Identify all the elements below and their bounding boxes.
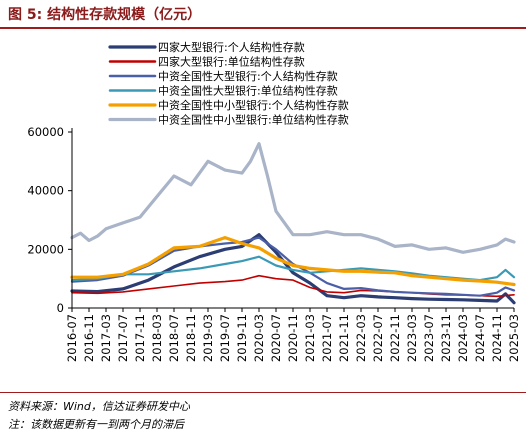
- data-lag-note: 注：该数据更新有一到两个月的滞后: [8, 418, 184, 431]
- legend-label-3: 中资全国性大型银行:个人结构性存款: [158, 69, 338, 83]
- x-tick-label: 2020-11: [286, 314, 300, 362]
- x-tick-label: 2023-07: [422, 314, 436, 362]
- x-tick-label: 2020-07: [269, 314, 283, 362]
- x-tick-label: 2016-11: [82, 314, 96, 362]
- source-note: 资料来源：Wind，信达证券研发中心: [8, 400, 190, 413]
- x-tick-label: 2018-07: [167, 314, 181, 362]
- x-tick-label: 2021-07: [320, 314, 334, 362]
- x-tick-label: 2025-03: [507, 314, 521, 362]
- x-tick-label: 2021-03: [303, 314, 317, 362]
- x-tick-label: 2023-03: [405, 314, 419, 362]
- legend-label-1: 四家大型银行:个人结构性存款: [158, 40, 305, 54]
- x-tick-label: 2018-11: [184, 314, 198, 362]
- x-tick-label: 2024-07: [473, 314, 487, 362]
- legend-label-2: 四家大型银行:单位结构性存款: [158, 55, 305, 69]
- x-tick-label: 2024-11: [490, 314, 504, 362]
- x-tick-label: 2023-11: [439, 314, 453, 362]
- y-tick-label: 0: [57, 301, 64, 315]
- x-tick-label: 2021-11: [337, 314, 351, 362]
- legend-label-6: 中资全国性中小型银行:单位结构性存款: [158, 113, 349, 127]
- x-tick-label: 2017-11: [133, 314, 147, 362]
- series-line-3: [70, 236, 516, 297]
- y-tick-label: 60000: [27, 125, 64, 139]
- x-tick-label: 2017-07: [116, 314, 130, 362]
- x-tick-label: 2018-03: [150, 314, 164, 362]
- x-tick-label: 2020-03: [252, 314, 266, 362]
- legend-label-4: 中资全国性大型银行:单位结构性存款: [158, 84, 338, 98]
- legend-label-5: 中资全国性中小型银行:个人结构性存款: [158, 98, 349, 112]
- series-line-1: [70, 233, 516, 305]
- series-lines: [70, 142, 516, 305]
- x-tick-label: 2024-03: [456, 314, 470, 362]
- x-tick-label: 2022-07: [371, 314, 385, 362]
- y-tick-label: 40000: [27, 184, 64, 198]
- series-line-6: [70, 142, 516, 254]
- figure-title: 图 5: 结构性存款规模（亿元）: [8, 7, 202, 23]
- series-line-5: [70, 236, 516, 287]
- x-tick-label: 2022-11: [388, 314, 402, 362]
- x-tick-label: 2019-03: [201, 314, 215, 362]
- x-tick-label: 2019-11: [235, 314, 249, 362]
- x-tick-label: 2022-03: [354, 314, 368, 362]
- x-tick-label: 2016-07: [65, 314, 79, 362]
- y-tick-label: 20000: [27, 242, 64, 256]
- x-tick-label: 2019-07: [218, 314, 232, 362]
- title-divider: [0, 27, 526, 29]
- footer-divider: [0, 392, 526, 393]
- x-tick-label: 2017-03: [99, 314, 113, 362]
- chart-legend: 四家大型银行:个人结构性存款四家大型银行:单位结构性存款中资全国性大型银行:个人…: [108, 40, 349, 127]
